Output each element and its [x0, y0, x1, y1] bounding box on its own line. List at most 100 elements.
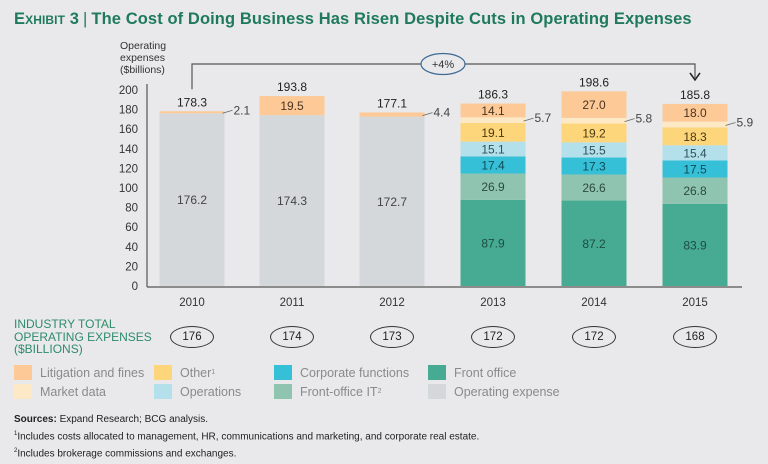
legend-item-fo_it: Front-office IT 2: [274, 384, 381, 399]
industry-total-pill: 174: [270, 326, 314, 348]
x-tick-label: 2014: [581, 297, 607, 309]
y-tick-label: 100: [119, 183, 138, 195]
data-label: 15.1: [481, 143, 505, 157]
bar-segment-fo_it: [662, 177, 728, 204]
total-label: 186.3: [478, 87, 508, 101]
bar-segment-operations: [662, 145, 728, 161]
bar-segment-opex: [259, 115, 325, 286]
data-label: 17.4: [481, 158, 505, 172]
industry-total-pill: 172: [572, 326, 616, 348]
data-label: 5.7: [535, 111, 552, 125]
bar-segment-litigation: [159, 111, 225, 114]
data-label: 19.5: [280, 99, 304, 113]
legend-label: Front office: [454, 365, 517, 380]
leader-line: [624, 118, 635, 123]
bar-segment-litigation: [662, 103, 728, 122]
x-tick-label: 2013: [480, 297, 506, 309]
bar-segment-market: [662, 121, 728, 128]
growth-badge: [420, 52, 466, 76]
y-tick-label: 40: [125, 242, 138, 254]
bar-segment-fo_it: [561, 174, 627, 201]
sources-line: Sources: Expand Research; BCG analysis.: [14, 413, 479, 427]
data-label: 17.3: [582, 159, 606, 173]
data-label: 19.1: [481, 126, 505, 140]
leader-line: [222, 109, 233, 114]
legend-label: Operating expense: [454, 384, 560, 399]
total-label: 178.3: [177, 95, 207, 109]
data-label: 176.2: [177, 193, 207, 207]
data-label: 26.9: [481, 180, 505, 194]
legend-item-corporate: Corporate functions: [274, 365, 409, 380]
bar-segment-operations: [561, 142, 627, 158]
legend-item-opex: Operating expense: [428, 384, 560, 399]
stacked-bar-chart: 0 20 40 60 80 100 120 140 160 180 200 176.2 2.1 178.3…: [119, 52, 754, 309]
industry-totals-label: INDUSTRY TOTAL OPERATING EXPENSES ($BILL…: [14, 318, 152, 356]
industry-total-pill: 176: [170, 326, 214, 348]
data-label: 26.8: [683, 184, 707, 198]
title-separator: |: [83, 10, 88, 28]
sources-text: Expand Research; BCG analysis.: [56, 414, 208, 425]
footnote-2-mark: 2: [14, 448, 18, 455]
source-notes: Sources: Expand Research; BCG analysis. …: [14, 413, 479, 462]
bar-segment-market: [561, 117, 627, 124]
legend-label: Front-office IT: [300, 384, 378, 399]
legend-label: Litigation and fines: [40, 365, 145, 380]
bar-segment-litigation: [259, 96, 325, 116]
legend-label: Market data: [40, 384, 107, 399]
bar-segment-litigation: [460, 103, 526, 118]
footnote-1-text: Includes costs allocated to management, …: [17, 431, 480, 443]
data-label: 18.3: [683, 130, 707, 144]
leader-line: [725, 122, 736, 126]
industry-total-pill: 168: [673, 326, 717, 348]
bar-segment-front: [561, 200, 627, 286]
sources-label: Sources:: [14, 414, 57, 425]
data-label: 4.4: [434, 106, 451, 120]
total-label: 185.8: [680, 88, 710, 102]
bar-segment-litigation: [359, 112, 425, 117]
legend-item-front: Front office: [428, 365, 516, 380]
bar-segment-litigation: [561, 91, 627, 118]
legend-swatch: [274, 384, 292, 399]
legend-swatch: [154, 384, 172, 399]
bar-segment-corporate: [561, 157, 627, 175]
legend-item-operations: Operations: [154, 384, 241, 399]
data-label: 17.5: [683, 162, 707, 176]
industry-totals-label-line: ($BILLIONS): [14, 342, 83, 356]
industry-total-pill: 173: [370, 326, 414, 348]
legend-item-other: Other 1: [154, 365, 215, 380]
data-label: 27.0: [582, 98, 606, 112]
legend-swatch: [14, 384, 32, 399]
x-tick-label: 2012: [379, 297, 405, 309]
data-label: 174.3: [277, 194, 307, 208]
y-tick-label: 180: [119, 105, 138, 117]
data-label: 15.4: [683, 146, 707, 160]
title-text: The Cost of Doing Business Has Risen Des…: [91, 10, 692, 28]
bar-segment-front: [460, 199, 526, 286]
data-label: 19.2: [582, 126, 606, 140]
data-label: 83.9: [683, 238, 707, 252]
legend-label: Other: [180, 365, 212, 380]
legend-item-litigation: Litigation and fines: [14, 365, 144, 380]
y-tick-label: 120: [119, 163, 138, 175]
bar-segment-front: [662, 203, 728, 286]
y-tick-label: 200: [119, 85, 138, 97]
bar-segment-fo_it: [460, 173, 526, 200]
legend-item-market: Market data: [14, 384, 106, 399]
exhibit-number: Exhibit 3: [14, 10, 80, 28]
y-tick-label: 0: [132, 281, 138, 293]
y-axis-label-line: expenses: [120, 52, 165, 64]
y-axis-label-line: Operating: [120, 40, 167, 52]
y-axis-label: Operating expenses ($billions): [120, 40, 166, 76]
bar-segment-other: [460, 122, 526, 142]
y-tick-label: 60: [125, 222, 138, 234]
data-label: 15.5: [582, 143, 606, 157]
bar-segment-opex: [359, 116, 425, 286]
data-label: 87.9: [481, 236, 505, 250]
legend-swatch: [274, 365, 292, 380]
y-tick-label: 20: [125, 261, 138, 273]
footnote-2-text: Includes brokerage commissions and excha…: [17, 448, 237, 460]
data-label: 87.2: [582, 237, 606, 251]
bar-segment-corporate: [460, 156, 526, 174]
industry-total-pill: 172: [471, 326, 515, 348]
legend-footnote-mark: 2: [377, 388, 382, 395]
